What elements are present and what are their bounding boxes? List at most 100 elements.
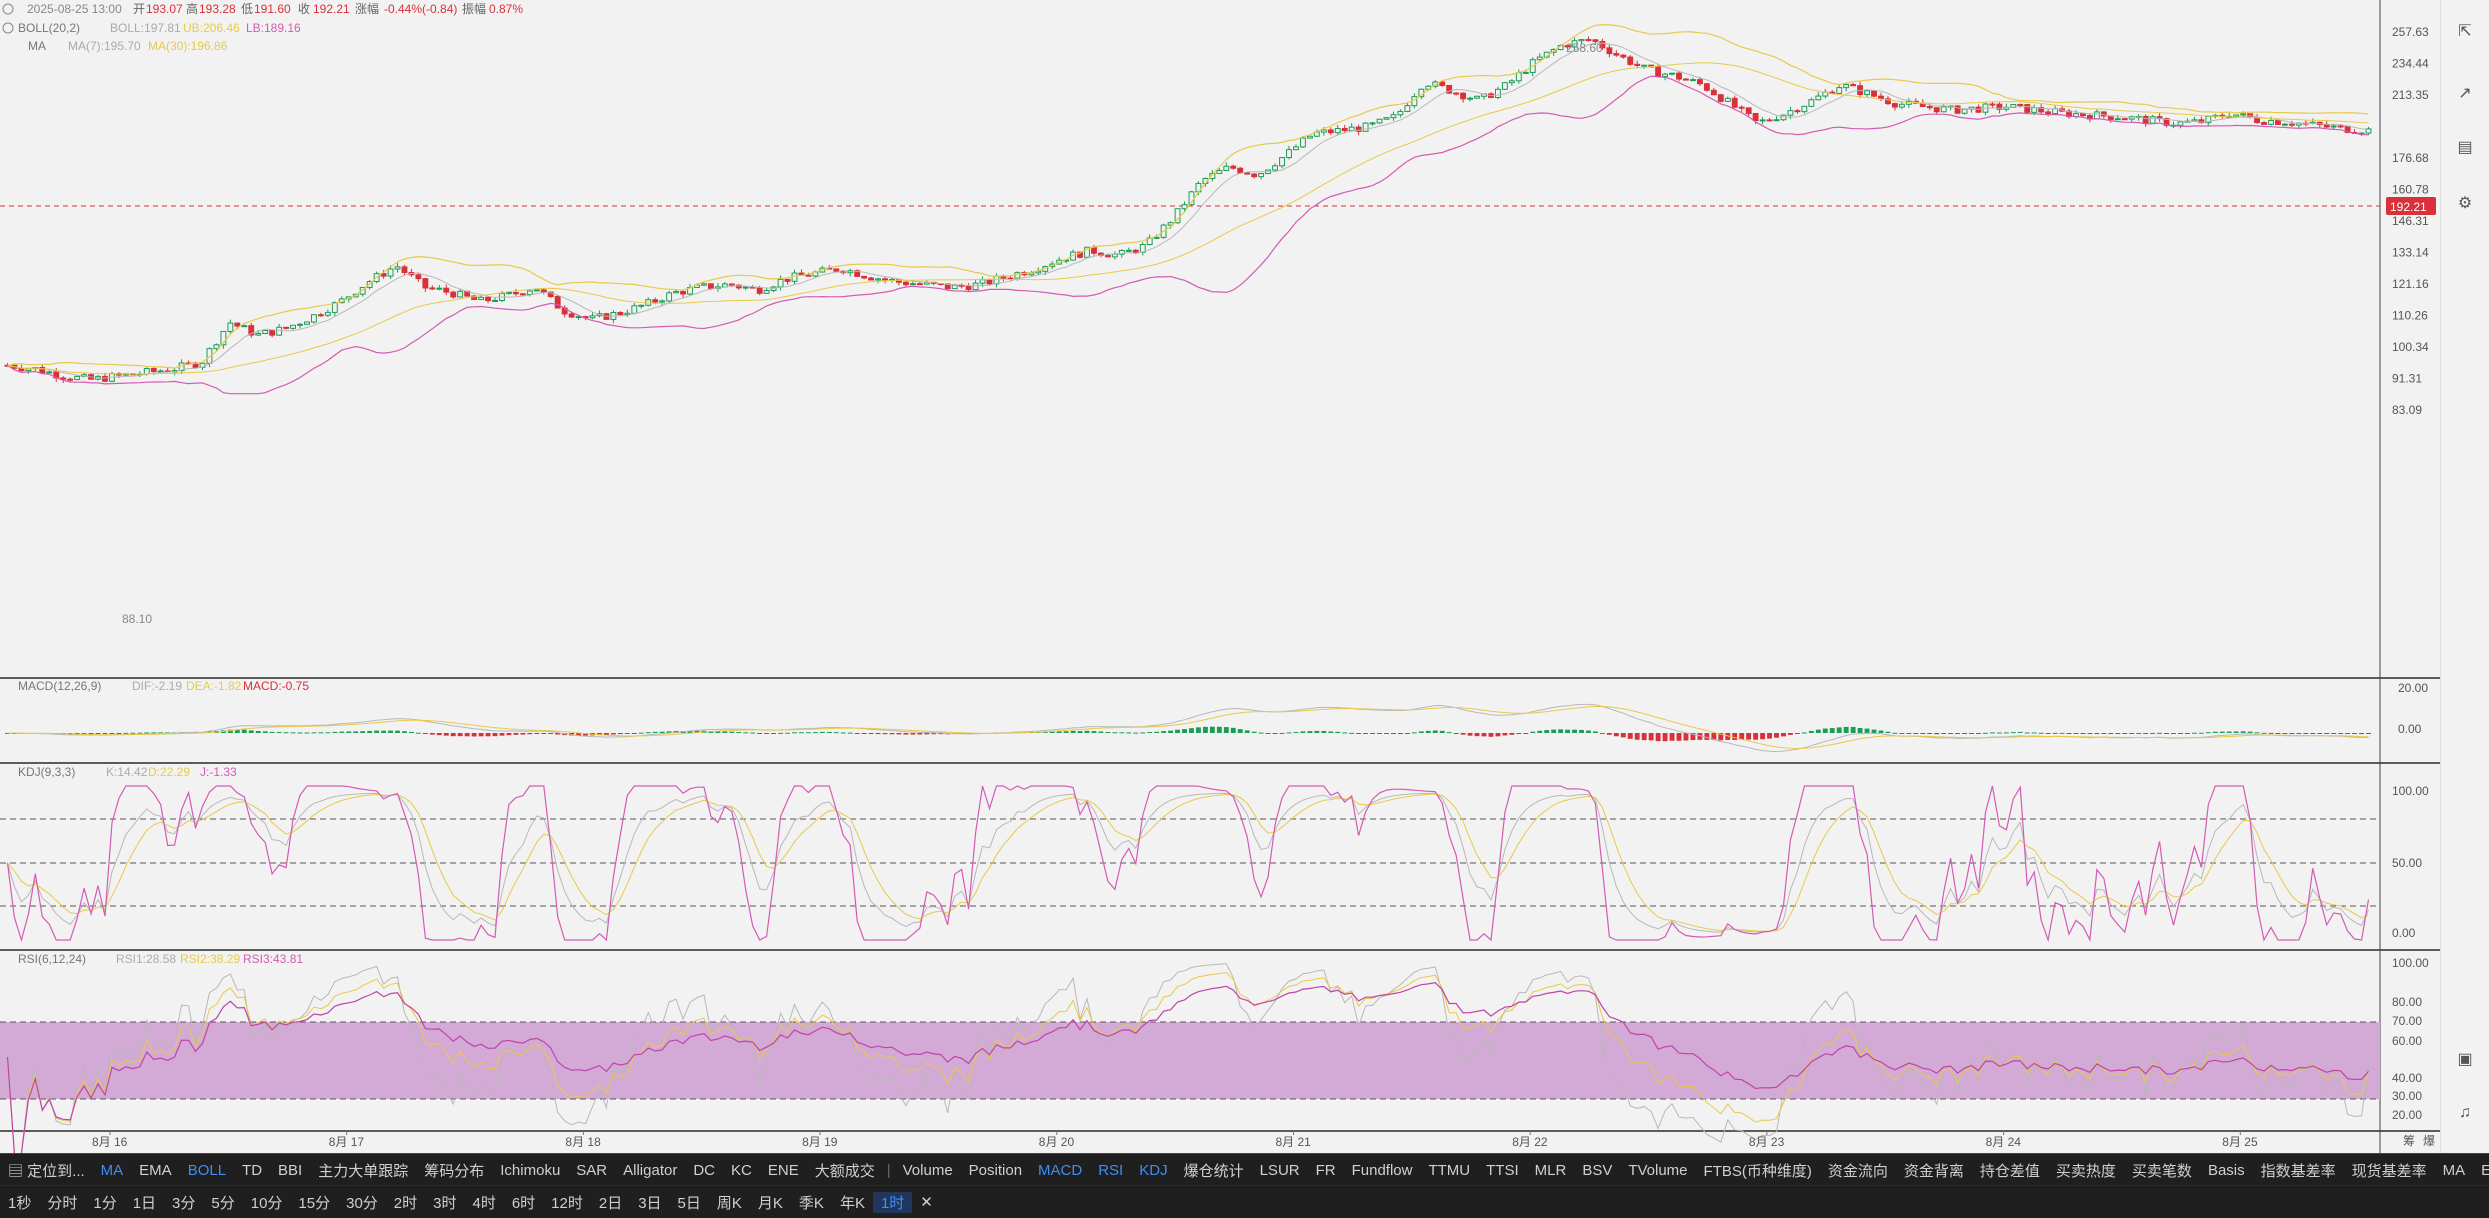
main-indicator-boll[interactable]: BOLL — [187, 1161, 227, 1179]
candle — [387, 265, 394, 279]
macd-bar — [729, 731, 735, 733]
main-indicator-alligator[interactable]: Alligator — [623, 1161, 678, 1179]
sub-indicator-lsur[interactable]: LSUR — [1259, 1161, 1300, 1179]
sub-indicator-tvolume[interactable]: TVolume — [1628, 1161, 1688, 1179]
macd-bar — [805, 732, 811, 734]
close-icon[interactable]: ✕ — [920, 1194, 933, 1211]
candle — [157, 369, 164, 373]
indicator-icon[interactable]: ▤ — [2457, 139, 2473, 156]
macd-bar — [687, 730, 693, 733]
interval-季K[interactable]: 季K — [798, 1194, 824, 1212]
sub-indicator-rsi[interactable]: RSI — [1098, 1161, 1124, 1179]
price-axis: 257.63 234.44 213.35 176.68 160.78 146.31 133.… — [2392, 25, 2429, 1122]
settings-icon[interactable]: ⚙ — [2457, 195, 2473, 212]
interval-3日[interactable]: 3日 — [638, 1194, 662, 1212]
main-indicator-ene[interactable]: ENE — [767, 1161, 799, 1179]
interval-1时[interactable]: 1时 — [872, 1191, 913, 1213]
macd-bar — [130, 732, 136, 734]
sub-indicator-买卖笔数[interactable]: 买卖笔数 — [2131, 1162, 2192, 1180]
macd-bar — [2289, 733, 2295, 734]
interval-6时[interactable]: 6时 — [511, 1194, 536, 1212]
sub-indicator-资金流向[interactable]: 资金流向 — [1827, 1162, 1888, 1180]
sub-indicator-kdj[interactable]: KDJ — [1139, 1161, 1168, 1179]
macd-bar — [2331, 733, 2337, 734]
macd-bar — [1258, 732, 1264, 734]
macd-bar — [854, 733, 860, 734]
interval-2时[interactable]: 2时 — [393, 1194, 418, 1212]
interval-30分[interactable]: 30分 — [346, 1194, 378, 1212]
main-indicator-dc[interactable]: DC — [693, 1161, 716, 1179]
headset-icon[interactable]: ♫ — [2459, 1104, 2471, 1121]
macd-bar — [910, 733, 916, 735]
macd-bar — [1446, 732, 1452, 734]
sub-indicator-volume[interactable]: Volume — [902, 1161, 953, 1179]
candle — [1578, 39, 1585, 45]
locate-button[interactable]: ▤ 定位到... — [8, 1162, 85, 1180]
interval-1分[interactable]: 1分 — [93, 1194, 117, 1212]
interval-3分[interactable]: 3分 — [172, 1194, 196, 1212]
main-indicator-sar[interactable]: SAR — [576, 1161, 608, 1179]
sub-indicator-ema[interactable]: EMA — [2473, 1162, 2489, 1179]
macd-bar — [234, 729, 240, 733]
share-icon[interactable]: ⇱ — [2458, 23, 2472, 40]
interval-月K[interactable]: 月K — [757, 1194, 783, 1212]
interval-5分[interactable]: 5分 — [211, 1194, 235, 1212]
interval-1日[interactable]: 1日 — [132, 1194, 157, 1212]
sub-indicator-爆仓统计[interactable]: 爆仓统计 — [1183, 1162, 1244, 1180]
interval-5日[interactable]: 5日 — [677, 1194, 701, 1212]
sub-indicator-basis[interactable]: Basis — [2207, 1161, 2245, 1179]
layout-icon[interactable]: ▣ — [2457, 1051, 2473, 1068]
candle — [1327, 127, 1334, 136]
sub-indicator-资金背离[interactable]: 资金背离 — [1903, 1162, 1964, 1180]
macd-bar — [1467, 733, 1473, 736]
sub-indicator-ttmu[interactable]: TTMU — [1428, 1161, 1471, 1179]
interval-年K[interactable]: 年K — [839, 1194, 865, 1212]
trend-icon[interactable]: ↗ — [2458, 85, 2472, 102]
main-indicator-bbi[interactable]: BBI — [278, 1161, 303, 1179]
sub-indicator-macd[interactable]: MACD — [1038, 1161, 1083, 1179]
interval-15分[interactable]: 15分 — [298, 1194, 331, 1212]
rsi-tick-label: 100.00 — [2392, 956, 2429, 970]
main-indicator-大额成交[interactable]: 大额成交 — [814, 1162, 875, 1180]
macd-bar — [485, 733, 491, 737]
sub-indicator-ttsi[interactable]: TTSI — [1486, 1161, 1519, 1179]
interval-2日[interactable]: 2日 — [598, 1194, 623, 1212]
corner-icon-1[interactable]: 筹 — [2403, 1134, 2415, 1148]
main-indicator-ichimoku[interactable]: Ichimoku — [500, 1161, 561, 1179]
sub-indicator-fr[interactable]: FR — [1315, 1161, 1336, 1179]
interval-10分[interactable]: 10分 — [250, 1194, 283, 1212]
sub-indicator-mlr[interactable]: MLR — [1534, 1161, 1567, 1179]
interval-分时[interactable]: 分时 — [47, 1194, 78, 1212]
main-indicator-主力大单跟踪[interactable]: 主力大单跟踪 — [318, 1162, 409, 1180]
macd-bar — [2157, 732, 2163, 734]
main-indicator-筹码分布[interactable]: 筹码分布 — [424, 1162, 485, 1180]
macd-bar — [1084, 730, 1090, 733]
macd-bar — [569, 733, 575, 736]
corner-icon-2[interactable]: 爆 — [2423, 1134, 2435, 1148]
sub-indicator-bsv[interactable]: BSV — [1582, 1161, 1613, 1179]
sub-indicator-position[interactable]: Position — [968, 1161, 1023, 1179]
sub-indicator-买卖热度[interactable]: 买卖热度 — [2055, 1162, 2116, 1180]
interval-3时[interactable]: 3时 — [433, 1194, 457, 1212]
date-tick-label: 8月 22 — [1512, 1135, 1548, 1149]
macd-bar — [311, 732, 317, 734]
main-indicator-ma[interactable]: MA — [100, 1161, 124, 1179]
sub-indicator-现货基差率[interactable]: 现货基差率 — [2351, 1162, 2427, 1180]
interval-周K[interactable]: 周K — [716, 1194, 742, 1212]
sub-indicator-ftbs(币种维度)[interactable]: FTBS(币种维度) — [1703, 1162, 1812, 1180]
candle — [1724, 96, 1731, 103]
interval-1秒[interactable]: 1秒 — [8, 1194, 32, 1212]
main-indicator-td[interactable]: TD — [242, 1161, 263, 1179]
interval-12时[interactable]: 12时 — [551, 1194, 583, 1212]
main-indicator-kc[interactable]: KC — [731, 1161, 752, 1179]
candle — [875, 277, 882, 284]
main-indicator-ema[interactable]: EMA — [139, 1161, 172, 1179]
sub-indicator-ma[interactable]: MA — [2442, 1161, 2466, 1179]
sub-indicator-持仓差值[interactable]: 持仓差值 — [1979, 1162, 2040, 1180]
macd-bar — [1774, 733, 1779, 738]
interval-4时[interactable]: 4时 — [472, 1194, 496, 1212]
kdj-legend: KDJ(9,3,3) K:14.42 D:22.29 J:-1.33 — [18, 765, 237, 779]
sub-indicator-指数基差率[interactable]: 指数基差率 — [2260, 1162, 2336, 1180]
sub-indicator-fundflow[interactable]: Fundflow — [1351, 1161, 1413, 1179]
